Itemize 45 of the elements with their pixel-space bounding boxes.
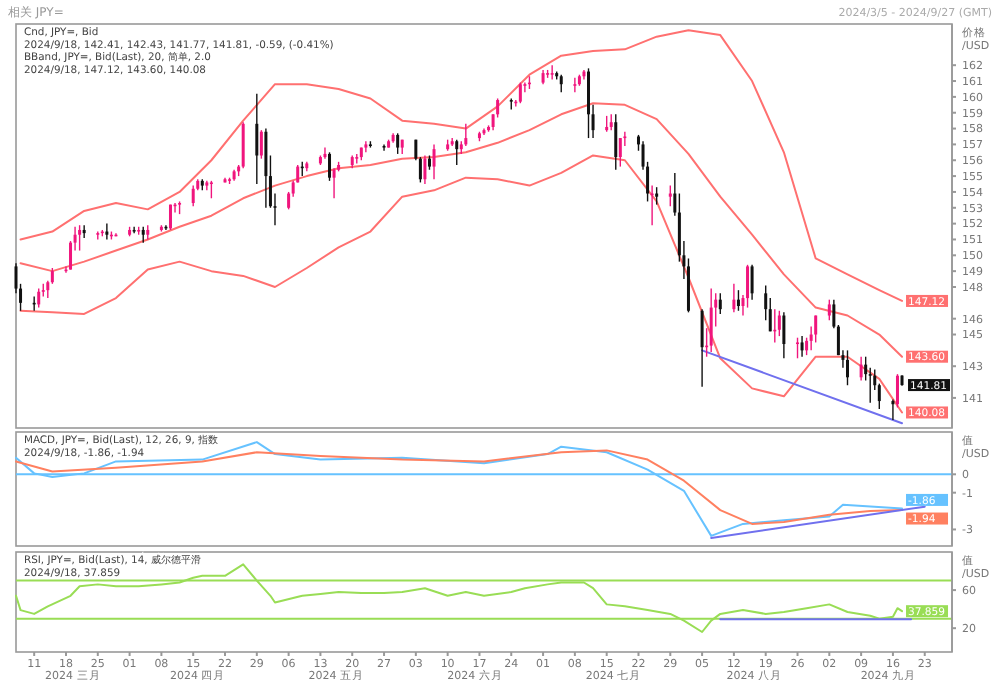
candlestick	[496, 97, 500, 119]
candlestick	[859, 356, 863, 382]
candlestick	[891, 398, 895, 421]
candlestick	[550, 64, 554, 81]
candlestick	[814, 314, 818, 344]
candlestick	[700, 308, 704, 388]
candlestick	[782, 311, 786, 359]
candlestick	[264, 127, 268, 209]
candlestick	[427, 154, 431, 171]
candlestick	[464, 123, 468, 147]
candlestick	[332, 167, 336, 199]
candlestick	[518, 81, 522, 104]
candlestick	[573, 77, 577, 93]
candlestick	[736, 289, 740, 312]
line-series	[15, 449, 904, 525]
candlestick	[328, 151, 332, 182]
candlestick	[618, 137, 622, 168]
candlestick	[168, 203, 172, 231]
candlestick	[105, 222, 109, 241]
candlestick	[255, 93, 259, 185]
candlestick	[82, 224, 86, 239]
candlestick	[614, 113, 618, 171]
candlestick	[827, 298, 831, 321]
candlestick	[718, 292, 722, 315]
candlestick	[432, 143, 436, 180]
candlestick	[37, 287, 41, 309]
candlestick	[241, 121, 245, 169]
candlestick	[796, 336, 800, 359]
candlestick	[396, 132, 400, 155]
candlestick	[191, 184, 195, 207]
candlestick	[746, 264, 750, 309]
candlestick	[78, 224, 82, 252]
candlestick	[777, 310, 781, 337]
candlestick	[450, 137, 454, 147]
candlestick	[423, 154, 427, 185]
candlestick	[800, 335, 804, 358]
candlestick	[323, 146, 327, 160]
candlestick	[668, 184, 672, 207]
candlestick	[382, 143, 386, 152]
candlestick	[750, 264, 754, 301]
candlestick	[732, 283, 736, 314]
candlestick	[895, 373, 899, 409]
candlestick	[259, 129, 263, 160]
candlestick	[455, 138, 459, 166]
candlestick	[709, 287, 713, 353]
